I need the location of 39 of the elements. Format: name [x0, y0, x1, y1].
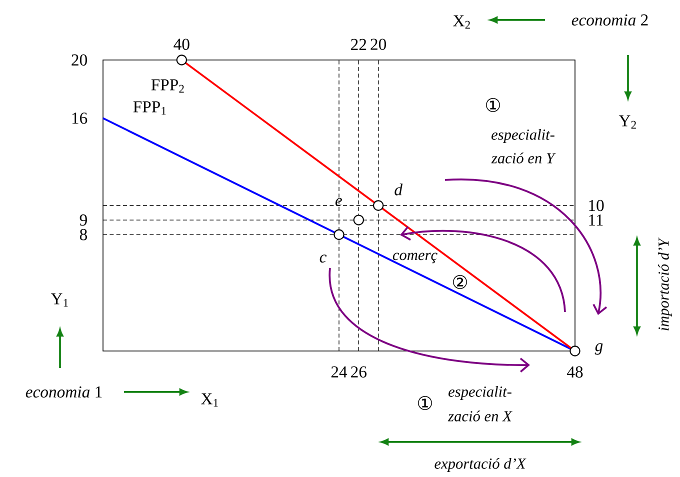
x2-axis-title: X$_{2}$	[453, 15, 470, 29]
text: zació en X	[448, 410, 512, 422]
y-tick-label: 16	[72, 112, 88, 124]
point	[373, 200, 384, 211]
annotation: comerç	[392, 252, 438, 264]
y2-tick-label: 11	[589, 214, 603, 226]
point	[353, 214, 364, 226]
annotation: d	[394, 184, 403, 196]
series-label: FPP$_{1}$	[133, 101, 166, 115]
x-tick-label: 48	[566, 366, 583, 378]
text: ①	[418, 396, 432, 410]
x2-tick-label: 20	[370, 38, 386, 50]
y-tick-label: 9	[80, 214, 87, 226]
point	[334, 229, 344, 240]
y2-axis-title: Y$_{2}$	[618, 115, 636, 129]
annotation: g	[594, 343, 603, 355]
text: economia 1	[26, 386, 102, 398]
x2-tick-label: 40	[174, 38, 190, 50]
y-tick-label: 8	[80, 228, 87, 240]
x2-tick-label: 22	[351, 38, 366, 50]
text: importació d’Y	[658, 237, 672, 330]
annotation: c	[320, 254, 327, 263]
point	[176, 54, 188, 66]
series-label: FPP$_{2}$	[151, 79, 184, 93]
annotation: zació en Y	[491, 152, 556, 164]
annotation: ②	[453, 275, 467, 289]
text: especialit-	[448, 386, 512, 400]
annotation: especialit-	[492, 129, 554, 143]
x-tick-label: 26	[351, 366, 367, 378]
point	[570, 346, 580, 356]
annotation: e	[335, 198, 342, 206]
text: exportació d’X	[434, 458, 526, 472]
x-axis-title: X$_{1}$	[201, 393, 218, 407]
text: economia 2	[572, 14, 648, 26]
y-tick-label: 20	[72, 54, 87, 66]
y-axis-title: Y$_{1}$	[50, 293, 68, 307]
y2-tick-label: 10	[589, 200, 604, 212]
x-tick-label: 24	[331, 366, 348, 378]
annotation: ①	[486, 98, 500, 112]
